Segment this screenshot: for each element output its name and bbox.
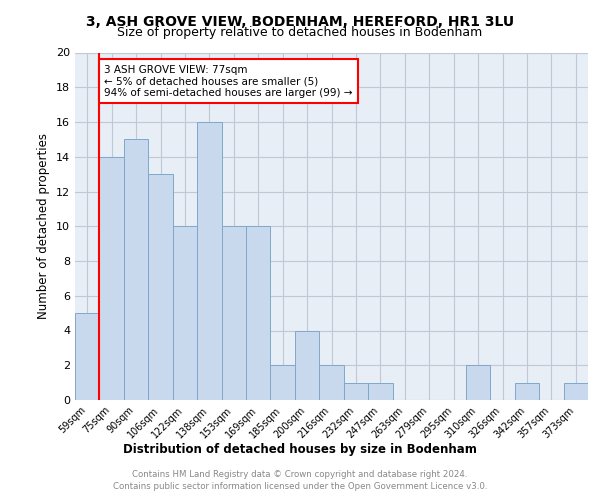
Bar	[319, 365, 344, 400]
Bar	[563, 382, 588, 400]
Bar	[148, 174, 173, 400]
Text: Size of property relative to detached houses in Bodenham: Size of property relative to detached ho…	[118, 26, 482, 39]
Bar	[197, 122, 221, 400]
Text: Contains HM Land Registry data © Crown copyright and database right 2024.
Contai: Contains HM Land Registry data © Crown c…	[113, 470, 487, 491]
Text: 3 ASH GROVE VIEW: 77sqm
← 5% of detached houses are smaller (5)
94% of semi-deta: 3 ASH GROVE VIEW: 77sqm ← 5% of detached…	[104, 64, 353, 98]
Text: Distribution of detached houses by size in Bodenham: Distribution of detached houses by size …	[123, 442, 477, 456]
Y-axis label: Number of detached properties: Number of detached properties	[37, 133, 50, 320]
Bar	[173, 226, 197, 400]
Bar	[466, 365, 490, 400]
Bar	[75, 313, 100, 400]
Bar	[124, 140, 148, 400]
Bar	[100, 157, 124, 400]
Text: 3, ASH GROVE VIEW, BODENHAM, HEREFORD, HR1 3LU: 3, ASH GROVE VIEW, BODENHAM, HEREFORD, H…	[86, 15, 514, 29]
Bar	[515, 382, 539, 400]
Bar	[221, 226, 246, 400]
Bar	[271, 365, 295, 400]
Bar	[246, 226, 271, 400]
Bar	[344, 382, 368, 400]
Bar	[368, 382, 392, 400]
Bar	[295, 330, 319, 400]
